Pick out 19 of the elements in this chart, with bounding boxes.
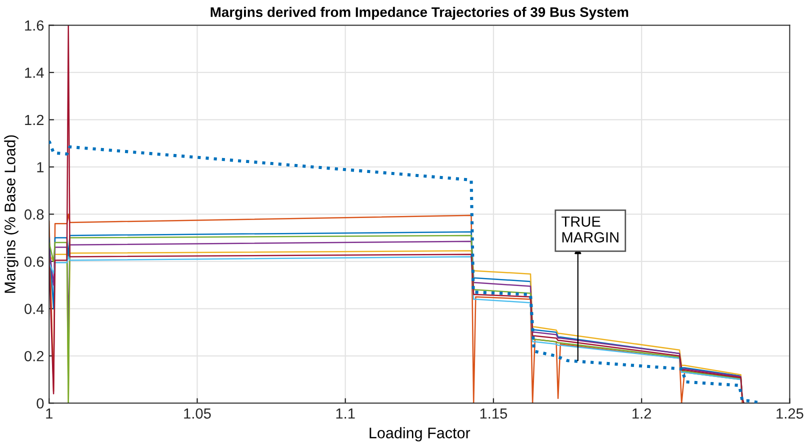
x-tick-label: 1.15 (480, 408, 508, 419)
x-tick-label: 1.25 (776, 408, 804, 419)
x-tick-label: 1.05 (184, 408, 211, 419)
x-axis-title: Loading Factor (370, 427, 470, 442)
annotation: TRUE MARGIN (562, 216, 618, 242)
y-tick-label: 1.6 (25, 20, 44, 31)
y-tick-label: 1.2 (25, 114, 44, 126)
y-tick-label: 0.2 (24, 350, 44, 362)
y-tick-label: 1.4 (25, 68, 44, 78)
y-tick-label: 0 (36, 398, 44, 409)
y-tick-label: 0.8 (24, 209, 44, 220)
y-tick-label: 1 (37, 162, 44, 172)
y-tick-label: 0.4 (24, 304, 44, 314)
y-axis-title: Margins (% Base Load) (4, 135, 18, 293)
x-tick-label: 1.1 (336, 408, 355, 419)
chart-title: Margins derived from Impedance Trajectories of 39 Bus System (210, 6, 628, 20)
x-tick-label: 1.2 (632, 408, 651, 419)
x-tick-label: 1 (46, 408, 52, 419)
y-tick-label: 0.6 (24, 256, 44, 267)
